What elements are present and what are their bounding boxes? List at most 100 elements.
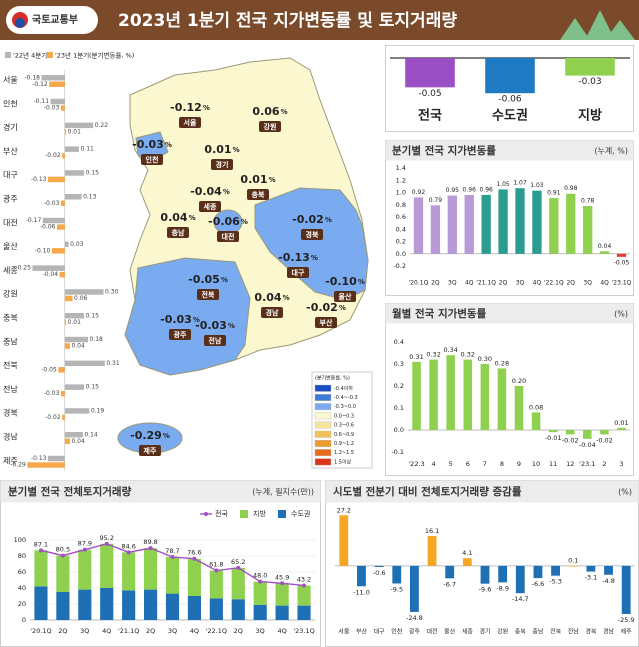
- y-tick-label: 0.2: [394, 382, 404, 390]
- legend-swatch: [240, 510, 248, 518]
- bar: [480, 565, 490, 584]
- map-legend-swatch: [314, 394, 332, 401]
- line-point: [126, 550, 131, 555]
- y-tick-label: 0.1: [394, 404, 404, 412]
- map-value-label: -0.03%: [160, 313, 200, 326]
- map-legend-label: -0.4~-0.3: [334, 395, 358, 401]
- line-point: [258, 579, 263, 584]
- bar: [144, 548, 158, 590]
- map-unit: %: [339, 304, 346, 312]
- value-label: -4.8: [602, 577, 615, 585]
- value-label: -9.6: [479, 586, 492, 594]
- map-name-box: [287, 267, 309, 278]
- map-value: 0.04: [160, 211, 187, 224]
- bar: [100, 588, 114, 620]
- value-label: -6.6: [532, 580, 545, 588]
- bar: [32, 265, 65, 271]
- bar: [62, 152, 65, 159]
- value-label: 0.28: [495, 359, 509, 367]
- map-value: -0.05: [188, 273, 220, 286]
- bar: [357, 565, 366, 587]
- value-label: -24.8: [406, 614, 423, 622]
- x-tick-label: 대구: [374, 628, 386, 636]
- y-tick-label: 0.2: [396, 238, 406, 246]
- line-point: [192, 556, 197, 561]
- bar: [410, 565, 419, 612]
- bar: [531, 412, 541, 430]
- value-label: -14.7: [512, 595, 529, 603]
- y-tick-label: 0: [22, 616, 26, 624]
- value-label: -0.05: [418, 89, 441, 99]
- value-label: 0.79: [429, 197, 443, 204]
- value-label: -0.02: [45, 414, 61, 421]
- map-name: 인천: [146, 155, 159, 164]
- map-name: 제주: [144, 446, 157, 455]
- y-tick-label: 80: [18, 552, 26, 560]
- x-tick-label: 4Q: [277, 627, 286, 635]
- row-label: 경남: [3, 432, 18, 442]
- bar: [497, 368, 507, 430]
- bar: [60, 105, 65, 111]
- panel: [325, 480, 639, 647]
- map-name: 강원: [264, 122, 277, 131]
- value-label: -3.1: [585, 574, 598, 582]
- bar: [165, 557, 180, 594]
- bar: [50, 98, 65, 105]
- x-tick-label: 부산: [356, 628, 368, 636]
- x-tick-label: 3Q: [256, 627, 265, 635]
- bar: [405, 58, 455, 88]
- map-name-box: [204, 335, 226, 346]
- bar: [412, 361, 421, 430]
- bar: [57, 224, 65, 230]
- line-point: [148, 546, 153, 551]
- y-tick-label: 1.4: [396, 164, 406, 172]
- map-value-label: 0.04%: [254, 291, 289, 304]
- value-label: 78.7: [165, 547, 179, 555]
- line-point: [38, 548, 43, 553]
- x-tick-label: 12: [566, 460, 574, 468]
- x-tick-label: '21.1Q: [476, 280, 496, 287]
- bar: [392, 565, 402, 584]
- x-tick-label: '22.1Q: [206, 627, 227, 635]
- logo-badge: [6, 6, 98, 34]
- bar: [446, 355, 455, 430]
- value-label: 0.31: [106, 360, 120, 367]
- value-label: -0.17: [26, 217, 42, 224]
- bar: [144, 589, 158, 620]
- panel-header: [385, 303, 634, 324]
- value-label: -11.0: [353, 588, 370, 596]
- x-tick-label: 인천: [391, 628, 402, 636]
- panel: [385, 303, 634, 476]
- map-legend-swatch: [314, 403, 332, 411]
- map-value-label: 0.06%: [252, 105, 287, 118]
- bar: [498, 189, 508, 254]
- x-tick-label: 서울: [338, 628, 350, 636]
- map-value-label: -0.03%: [195, 319, 235, 332]
- bar: [64, 343, 70, 349]
- bar: [64, 319, 67, 325]
- legend-swatch: [47, 52, 53, 58]
- value-label: -0.18: [24, 74, 40, 81]
- x-tick-label: '20.1Q: [30, 627, 51, 635]
- map-legend-swatch: [314, 449, 332, 457]
- y-tick-label: 0.4: [394, 338, 404, 346]
- bar: [430, 205, 441, 254]
- bar: [566, 193, 576, 254]
- x-tick-label: 세종: [462, 628, 474, 636]
- value-label: 65.2: [231, 558, 245, 566]
- bar: [27, 462, 65, 468]
- value-label: 1.07: [513, 180, 527, 187]
- bar: [64, 360, 105, 367]
- bar: [604, 565, 613, 575]
- bar: [533, 565, 543, 579]
- value-label: -9.5: [390, 586, 403, 594]
- legend-label: 수도권: [291, 510, 310, 518]
- y-tick-label: 0.8: [396, 201, 406, 209]
- map-legend-label: -0.4이하: [334, 385, 353, 392]
- line-point: [82, 547, 87, 552]
- row-label: 강원: [3, 289, 18, 299]
- value-label: 0.19: [91, 408, 105, 415]
- map-unit: %: [193, 316, 200, 324]
- y-tick-label: 20: [18, 600, 26, 608]
